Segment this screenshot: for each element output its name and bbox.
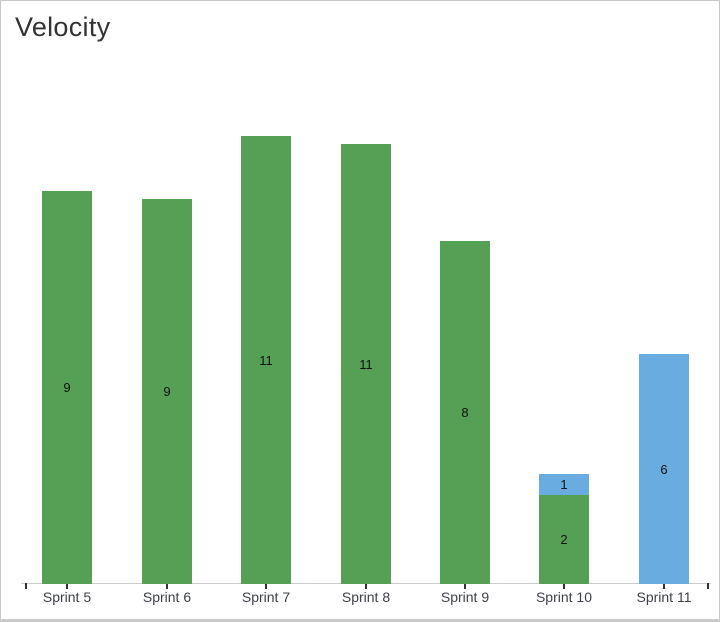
bar-segment-green[interactable]: 9 bbox=[42, 191, 92, 584]
axis-tick bbox=[265, 583, 267, 589]
bar-segment-green[interactable]: 11 bbox=[241, 136, 291, 584]
category-label: Sprint 8 bbox=[341, 589, 391, 605]
category-label: Sprint 5 bbox=[42, 589, 92, 605]
bar-value-label: 2 bbox=[560, 532, 568, 547]
bar-segment-green[interactable]: 2 bbox=[539, 495, 589, 584]
bar-value-label: 9 bbox=[163, 384, 171, 399]
axis-tick bbox=[66, 583, 68, 589]
bar-segment-blue[interactable]: 6 bbox=[639, 354, 689, 584]
category-label: Sprint 11 bbox=[636, 589, 692, 605]
bar-segment-green[interactable]: 11 bbox=[341, 144, 391, 584]
axis-end-tick-left bbox=[25, 583, 27, 589]
axis-tick bbox=[663, 583, 665, 589]
bar-value-label: 8 bbox=[461, 405, 469, 420]
category-label: Sprint 10 bbox=[535, 589, 593, 605]
category-label: Sprint 9 bbox=[440, 589, 490, 605]
axis-tick bbox=[563, 583, 565, 589]
axis-tick bbox=[166, 583, 168, 589]
bar-segment-green[interactable]: 9 bbox=[142, 199, 192, 584]
bar-value-label: 1 bbox=[560, 477, 568, 492]
bar-value-label: 6 bbox=[660, 461, 668, 477]
chart-title: Velocity bbox=[15, 12, 111, 42]
bar-segment-blue[interactable]: 1 bbox=[539, 474, 589, 495]
bar-value-label: 11 bbox=[259, 352, 273, 368]
bar-value-label: 11 bbox=[359, 356, 373, 372]
axis-tick bbox=[464, 583, 466, 589]
category-label: Sprint 7 bbox=[241, 589, 291, 605]
axis-end-tick-right bbox=[707, 583, 709, 589]
bar-value-label: 9 bbox=[63, 380, 71, 395]
category-label: Sprint 6 bbox=[142, 589, 192, 605]
axis-tick bbox=[365, 583, 367, 589]
bar-segment-green[interactable]: 8 bbox=[440, 241, 490, 584]
